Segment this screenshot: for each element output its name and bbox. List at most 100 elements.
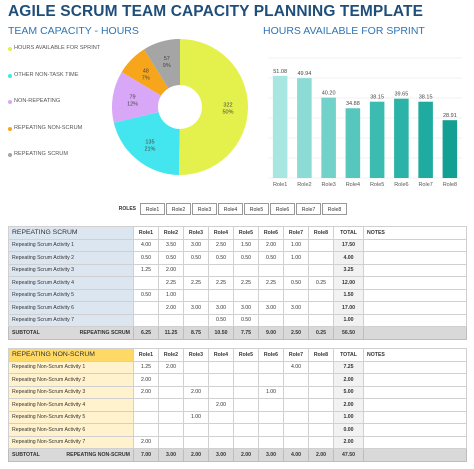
hours-cell[interactable]: [308, 385, 334, 399]
hours-cell[interactable]: [258, 410, 284, 424]
notes-cell[interactable]: [363, 313, 467, 327]
notes-cell[interactable]: [363, 288, 467, 302]
hours-cell[interactable]: [308, 238, 334, 252]
activity-name-cell[interactable]: Repeating Scrum Activity 5: [8, 288, 134, 302]
hours-cell[interactable]: [183, 360, 209, 374]
hours-cell[interactable]: [183, 263, 209, 277]
role-header-cell[interactable]: Role5: [244, 203, 269, 215]
hours-cell[interactable]: [308, 423, 334, 437]
hours-cell[interactable]: [258, 263, 284, 277]
hours-cell[interactable]: [133, 410, 159, 424]
hours-cell[interactable]: [208, 360, 234, 374]
hours-cell[interactable]: [183, 313, 209, 327]
hours-cell[interactable]: [258, 423, 284, 437]
hours-cell[interactable]: [183, 423, 209, 437]
hours-cell[interactable]: 2.00: [158, 301, 184, 315]
hours-cell[interactable]: 3.00: [183, 238, 209, 252]
notes-cell[interactable]: [363, 251, 467, 265]
notes-cell[interactable]: [363, 238, 467, 252]
hours-cell[interactable]: [158, 423, 184, 437]
hours-cell[interactable]: [233, 385, 259, 399]
hours-cell[interactable]: [233, 398, 259, 412]
hours-cell[interactable]: [133, 313, 159, 327]
hours-cell[interactable]: 0.50: [233, 313, 259, 327]
notes-cell[interactable]: [363, 398, 467, 412]
activity-name-cell[interactable]: Repeating Non-Scrum Activity 1: [8, 360, 134, 374]
activity-name-cell[interactable]: Repeating Non-Scrum Activity 6: [8, 423, 134, 437]
hours-cell[interactable]: 0.50: [283, 276, 309, 290]
hours-cell[interactable]: 1.00: [158, 288, 184, 302]
hours-cell[interactable]: [308, 373, 334, 387]
hours-cell[interactable]: [208, 385, 234, 399]
hours-cell[interactable]: 2.00: [258, 238, 284, 252]
hours-cell[interactable]: [308, 301, 334, 315]
role-header-cell[interactable]: Role3: [192, 203, 217, 215]
hours-cell[interactable]: 0.50: [233, 251, 259, 265]
hours-cell[interactable]: [283, 435, 309, 449]
hours-cell[interactable]: [283, 263, 309, 277]
hours-cell[interactable]: 0.50: [208, 313, 234, 327]
hours-cell[interactable]: 1.00: [258, 385, 284, 399]
hours-cell[interactable]: 2.25: [208, 276, 234, 290]
hours-cell[interactable]: 3.00: [233, 301, 259, 315]
hours-cell[interactable]: [258, 288, 284, 302]
hours-cell[interactable]: [158, 313, 184, 327]
hours-cell[interactable]: [158, 435, 184, 449]
hours-cell[interactable]: [158, 410, 184, 424]
hours-cell[interactable]: [233, 373, 259, 387]
hours-cell[interactable]: [308, 251, 334, 265]
hours-cell[interactable]: 2.00: [133, 385, 159, 399]
activity-name-cell[interactable]: Repeating Scrum Activity 1: [8, 238, 134, 252]
hours-cell[interactable]: [208, 423, 234, 437]
role-header-cell[interactable]: Role7: [296, 203, 321, 215]
hours-cell[interactable]: 2.50: [208, 238, 234, 252]
hours-cell[interactable]: [233, 263, 259, 277]
hours-cell[interactable]: [233, 410, 259, 424]
hours-cell[interactable]: 0.50: [133, 288, 159, 302]
hours-cell[interactable]: 1.00: [283, 251, 309, 265]
hours-cell[interactable]: 1.50: [233, 238, 259, 252]
activity-name-cell[interactable]: Repeating Scrum Activity 4: [8, 276, 134, 290]
hours-cell[interactable]: 2.00: [158, 360, 184, 374]
hours-cell[interactable]: [233, 423, 259, 437]
hours-cell[interactable]: 2.00: [208, 398, 234, 412]
activity-name-cell[interactable]: Repeating Non-Scrum Activity 5: [8, 410, 134, 424]
hours-cell[interactable]: [308, 313, 334, 327]
hours-cell[interactable]: [233, 360, 259, 374]
hours-cell[interactable]: 2.00: [133, 373, 159, 387]
hours-cell[interactable]: [183, 398, 209, 412]
activity-name-cell[interactable]: Repeating Non-Scrum Activity 4: [8, 398, 134, 412]
hours-cell[interactable]: 0.50: [208, 251, 234, 265]
notes-cell[interactable]: [363, 373, 467, 387]
hours-cell[interactable]: [258, 373, 284, 387]
notes-cell[interactable]: [363, 435, 467, 449]
hours-cell[interactable]: [208, 410, 234, 424]
hours-cell[interactable]: [308, 398, 334, 412]
hours-cell[interactable]: [283, 385, 309, 399]
hours-cell[interactable]: [283, 423, 309, 437]
hours-cell[interactable]: [183, 288, 209, 302]
hours-cell[interactable]: 2.25: [183, 276, 209, 290]
hours-cell[interactable]: [233, 435, 259, 449]
hours-cell[interactable]: [183, 435, 209, 449]
activity-name-cell[interactable]: Repeating Non-Scrum Activity 7: [8, 435, 134, 449]
hours-cell[interactable]: 2.00: [183, 385, 209, 399]
hours-cell[interactable]: 0.50: [133, 251, 159, 265]
hours-cell[interactable]: 0.50: [158, 251, 184, 265]
hours-cell[interactable]: [208, 373, 234, 387]
hours-cell[interactable]: [308, 435, 334, 449]
hours-cell[interactable]: [283, 410, 309, 424]
hours-cell[interactable]: [283, 373, 309, 387]
hours-cell[interactable]: [308, 288, 334, 302]
notes-cell[interactable]: [363, 360, 467, 374]
hours-cell[interactable]: [308, 410, 334, 424]
notes-cell[interactable]: [363, 263, 467, 277]
role-header-cell[interactable]: Role8: [322, 203, 347, 215]
hours-cell[interactable]: [158, 373, 184, 387]
hours-cell[interactable]: [233, 288, 259, 302]
notes-cell[interactable]: [363, 410, 467, 424]
activity-name-cell[interactable]: Repeating Scrum Activity 7: [8, 313, 134, 327]
hours-cell[interactable]: 3.00: [208, 301, 234, 315]
hours-cell[interactable]: 0.50: [258, 251, 284, 265]
hours-cell[interactable]: 0.25: [308, 276, 334, 290]
